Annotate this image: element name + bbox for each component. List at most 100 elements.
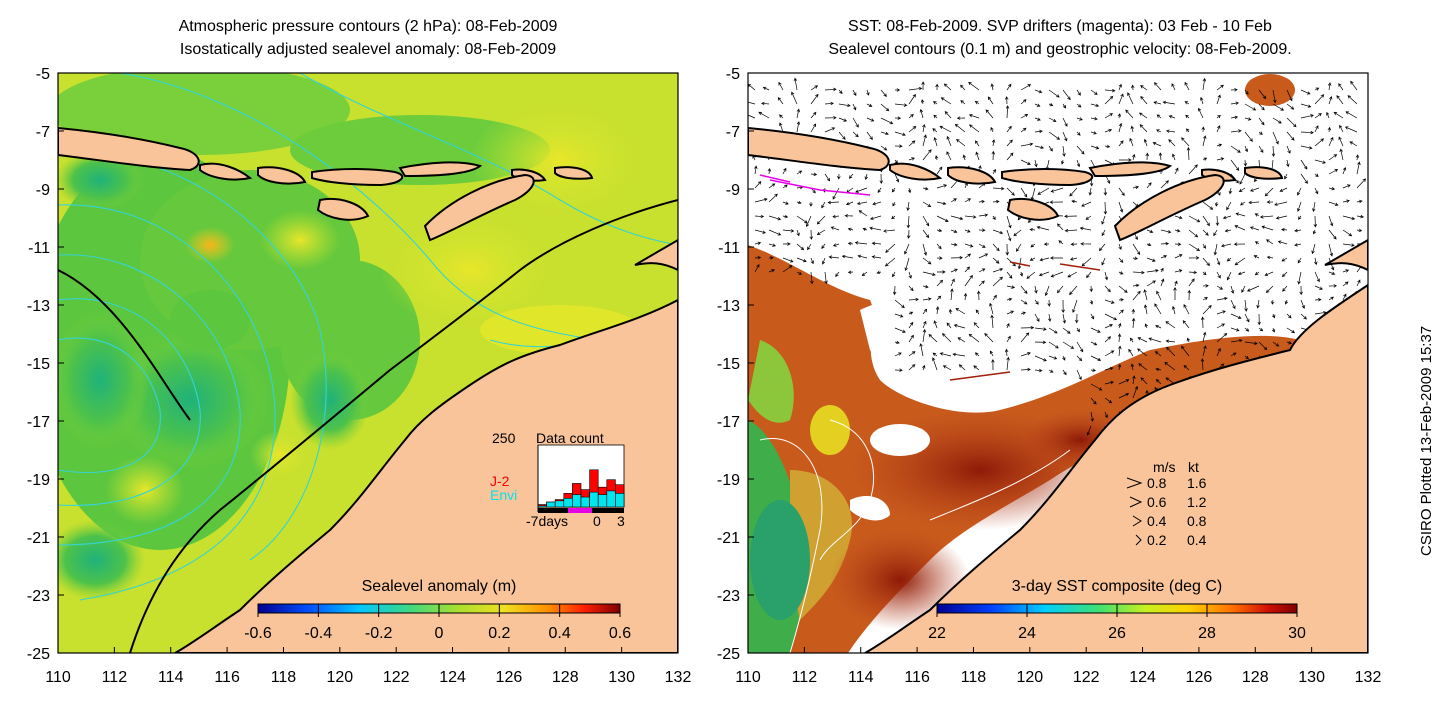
velocity-arrow — [1132, 185, 1140, 190]
velocity-arrow — [1118, 271, 1124, 275]
sla-colorbar: Sealevel anomaly (m) -0.6 -0.4 -0.2 0 0.2 0.4… — [244, 578, 631, 642]
velocity-arrow — [1272, 131, 1279, 145]
velocity-arrow — [1006, 152, 1014, 161]
inset-xtick-1: 0 — [593, 513, 601, 529]
right-xtick: 112 — [792, 669, 818, 686]
velocity-arrow — [1286, 341, 1292, 345]
velocity-arrow — [1020, 84, 1032, 91]
velocity-arrow — [1020, 367, 1031, 372]
velocity-arrow — [935, 83, 939, 91]
velocity-arrow — [973, 365, 980, 371]
velocity-arrow — [1140, 95, 1148, 105]
velocity-arrow — [1104, 411, 1108, 419]
velocity-arrow — [768, 243, 777, 247]
velocity-arrow — [1098, 243, 1106, 252]
inset-xtick-2: 3 — [617, 513, 625, 529]
velocity-arrow — [1062, 341, 1075, 349]
velocity-arrow — [1286, 327, 1296, 334]
velocity-arrow — [992, 294, 997, 301]
velocity-arrow — [1314, 271, 1320, 283]
drifter-tracks — [759, 174, 871, 196]
velocity-arrow — [1274, 201, 1288, 206]
velocity-arrow — [837, 173, 841, 180]
velocity-arrow — [809, 229, 814, 240]
velocity-arrow — [832, 187, 840, 200]
velocity-arrow — [922, 201, 932, 207]
velocity-arrow — [1160, 267, 1164, 273]
velocity-arrow — [1118, 122, 1123, 133]
velocity-arrow — [838, 131, 846, 140]
velocity-arrow — [1038, 271, 1050, 277]
velocity-arrow — [1119, 158, 1132, 162]
velocity-arrow — [922, 271, 936, 277]
velocity-arrow — [1342, 293, 1347, 301]
velocity-arrow — [1165, 321, 1176, 329]
velocity-arrow — [936, 243, 942, 250]
velocity-arrow — [1104, 113, 1114, 119]
left-title-line2: Isostatically adjusted sealevel anomaly:… — [179, 41, 557, 58]
velocity-arrow — [976, 290, 981, 301]
velocity-arrow — [964, 215, 977, 219]
velocity-arrow — [1050, 187, 1064, 193]
velocity-arrow — [1174, 215, 1183, 220]
left-xtick: 128 — [552, 669, 579, 686]
velocity-arrow — [1048, 341, 1059, 349]
velocity-arrow — [1314, 257, 1318, 266]
velocity-arrow — [894, 173, 900, 183]
velocity-arrow — [1186, 146, 1191, 161]
velocity-arrow — [778, 81, 784, 91]
velocity-arrow — [1160, 241, 1170, 246]
velocity-arrow — [1034, 145, 1045, 150]
velocity-arrow — [1230, 88, 1238, 92]
velocity-arrow — [1214, 201, 1219, 207]
velocity-arrow — [939, 125, 952, 133]
velocity-arrow — [934, 155, 939, 161]
right-ytick: -15 — [717, 356, 740, 373]
velocity-arrow — [748, 114, 756, 119]
velocity-arrow — [782, 242, 791, 246]
sstTicks-label: 22 — [928, 625, 946, 642]
velocity-arrow — [1034, 159, 1038, 168]
velocity-arrow — [1131, 84, 1135, 91]
velocity-arrow — [919, 108, 924, 119]
right-title-line1: SST: 08-Feb-2009. SVP drifters (magenta)… — [848, 18, 1272, 35]
velocity-arrow — [952, 352, 966, 357]
velocity-arrow — [1171, 83, 1176, 91]
velocity-arrow — [1158, 152, 1163, 161]
velocity-arrow — [1076, 355, 1083, 362]
velocity-arrow — [1246, 285, 1260, 292]
velocity-arrow — [1089, 285, 1093, 293]
velocity-arrow — [1160, 180, 1169, 189]
velocity-arrow — [768, 229, 782, 236]
velocity-arrow — [1006, 187, 1015, 196]
velocity-arrow — [933, 114, 938, 119]
velocity-arrow — [1202, 297, 1208, 301]
right-ytick: -25 — [717, 646, 740, 663]
velocity-arrow — [1216, 94, 1221, 105]
velocity-arrow — [1244, 299, 1248, 312]
right-map — [748, 73, 1368, 653]
velocity-arrow — [791, 91, 798, 105]
velocity-arrow — [1064, 214, 1078, 219]
velocity-arrow — [1257, 313, 1261, 326]
velocity-arrow — [892, 271, 896, 278]
velocity-arrow — [1076, 103, 1082, 108]
inset-bar-b — [572, 494, 582, 508]
velocity-arrow — [1258, 117, 1265, 126]
velocity-arrow — [1062, 117, 1068, 127]
data-count-inset: 250 Data count J-2 Envi -7days 0 3 — [490, 430, 625, 529]
velocity-arrow — [796, 170, 803, 175]
velocity-arrow — [1312, 229, 1317, 235]
velocity-arrow — [922, 243, 928, 256]
velocity-arrow — [1104, 271, 1109, 281]
velocity-arrow — [1265, 285, 1274, 294]
velocity-arrow — [1294, 228, 1302, 233]
velocity-arrow — [816, 215, 826, 225]
legend-ms: 0.6 — [1147, 494, 1167, 510]
velocity-arrow — [1125, 109, 1134, 119]
velocity-arrow — [1342, 215, 1356, 221]
inset-bar-b — [580, 496, 590, 508]
velocity-arrow — [964, 266, 970, 273]
velocity-arrow — [1233, 242, 1246, 246]
velocity-arrow — [854, 241, 868, 245]
